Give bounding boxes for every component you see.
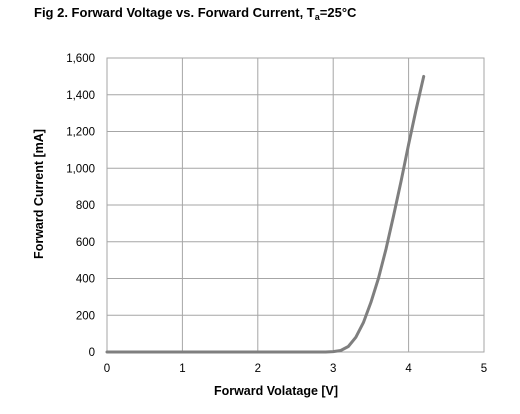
y-tick-labels: 0 200 400 600 800 1,000 1,200 1,400 1,600	[66, 53, 95, 359]
y-tick-label: 1,400	[66, 90, 95, 102]
y-tick-label: 600	[76, 237, 95, 249]
grid-layer	[106, 57, 485, 353]
x-tick-label: 2	[255, 363, 261, 375]
y-tick-label: 0	[89, 347, 95, 359]
x-axis-label: Forward Volatage [V]	[214, 384, 338, 398]
y-tick-label: 800	[76, 200, 95, 212]
x-tick-label: 5	[481, 363, 487, 375]
y-tick-label: 1,600	[66, 53, 95, 65]
series-line-0	[105, 74, 426, 354]
chart-title-subscript: a	[315, 12, 321, 22]
chart-title-main: Fig 2. Forward Voltage vs. Forward Curre…	[34, 5, 315, 20]
y-tick-label: 1,000	[66, 163, 95, 175]
chart-title-suffix: =25°C	[320, 5, 357, 20]
x-tick-labels: 0 1 2 3 4 5	[104, 363, 487, 375]
y-axis-label: Forward Current [mA]	[32, 129, 46, 259]
y-tick-label: 1,200	[66, 127, 95, 139]
chart-title: Fig 2. Forward Voltage vs. Forward Curre…	[34, 5, 357, 22]
y-tick-label: 200	[76, 310, 95, 322]
x-tick-label: 0	[104, 363, 110, 375]
y-tick-label: 400	[76, 274, 95, 286]
x-tick-label: 4	[405, 363, 412, 375]
series-layer	[105, 74, 426, 354]
x-tick-label: 1	[179, 363, 185, 375]
x-tick-label: 3	[330, 363, 336, 375]
